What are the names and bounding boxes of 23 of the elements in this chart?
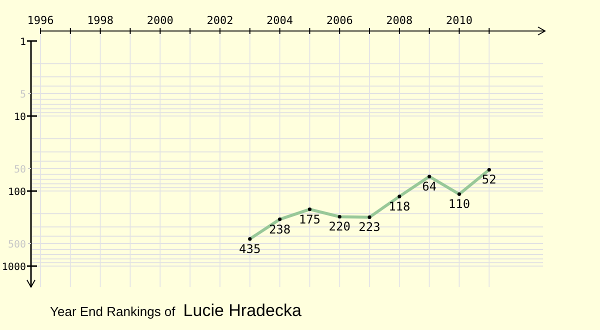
- x-tick-label: 2004: [266, 14, 294, 27]
- x-tick-label: 2010: [446, 14, 472, 27]
- y-tick-label: 10: [14, 112, 26, 124]
- data-label: 435: [239, 242, 261, 256]
- data-label: 118: [388, 199, 410, 214]
- x-tick-label: 2000: [146, 14, 174, 27]
- data-label: 175: [298, 212, 321, 226]
- data-label: 238: [268, 222, 291, 236]
- x-tick-label: 2006: [326, 14, 353, 27]
- text: Lucie Hradecka: [183, 301, 302, 320]
- x-tick-label: 1996: [27, 14, 54, 27]
- data-label: 52: [482, 172, 496, 187]
- text: Year End Rankings of: [50, 304, 176, 319]
- data-label: 110: [448, 197, 470, 212]
- x-tick-label: 2002: [206, 14, 234, 27]
- data-label: 64: [422, 180, 437, 194]
- y-tick-label: 1000: [2, 262, 26, 274]
- data-label: 220: [328, 220, 350, 234]
- y-tick-label: 100: [8, 187, 26, 198]
- x-tick-label: 1998: [87, 14, 114, 27]
- y-tick-label: 1: [20, 37, 26, 48]
- data-label: 223: [358, 220, 380, 234]
- x-tick-label: 2008: [386, 14, 413, 27]
